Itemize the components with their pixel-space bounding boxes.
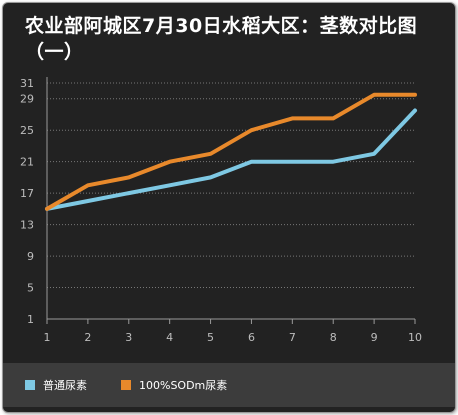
series-line-1 [45, 108, 417, 211]
y-tick-label-29: 29 [20, 93, 34, 106]
x-tick-label-4: 4 [166, 331, 173, 344]
y-tick-label-1: 1 [27, 313, 34, 326]
y-tick-label-17: 17 [20, 187, 34, 200]
chart-title: 农业部阿城区7月30日水稻大区：茎数对比图（一） [25, 15, 418, 63]
x-tick-label-1: 1 [44, 331, 51, 344]
x-tick-label-6: 6 [248, 331, 255, 344]
legend-swatch-series-2 [121, 380, 131, 390]
series-line-2 [45, 92, 417, 211]
x-tick-label-9: 9 [371, 331, 378, 344]
x-tick-label-2: 2 [84, 331, 91, 344]
series-layer [45, 92, 417, 211]
legend-swatch-series-1 [25, 380, 35, 390]
y-tick-label-21: 21 [20, 156, 34, 169]
x-tick-label-10: 10 [408, 331, 422, 344]
axis-layer: 1 5 9 13 17 21 25 29 31 1 2 3 4 5 6 7 8 9 10 [20, 77, 422, 344]
y-tick-label-25: 25 [20, 124, 34, 137]
y-tick-label-5: 5 [27, 282, 34, 295]
legend-label-series-2: 100%SODm尿素 [139, 379, 228, 392]
line-chart: 1 5 9 13 17 21 25 29 31 1 2 3 4 5 6 7 8 9 10 [20, 77, 422, 344]
legend-label-series-1: 普通尿素 [43, 379, 87, 392]
legend-item-series-2[interactable]: 100%SODm尿素 [121, 377, 227, 393]
x-tick-label-8: 8 [330, 331, 337, 344]
y-tick-label-13: 13 [20, 219, 34, 232]
legend-item-series-1[interactable]: 普通尿素 [25, 377, 87, 393]
legend: 普通尿素 100%SODm尿素 [3, 363, 455, 407]
y-tick-label-31: 31 [20, 77, 34, 90]
y-tick-label-9: 9 [27, 250, 34, 263]
grid-layer [47, 82, 415, 289]
x-tick-label-3: 3 [125, 331, 132, 344]
x-tick-label-5: 5 [207, 331, 214, 344]
x-tick-label-7: 7 [289, 331, 296, 344]
